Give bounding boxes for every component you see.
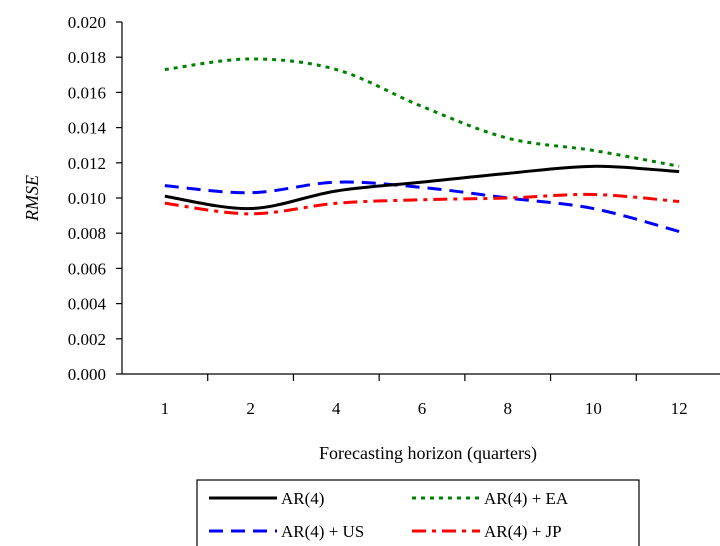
x-tick-label: 12 — [671, 399, 688, 418]
series-line-3 — [164, 180, 680, 233]
y-tick-label: 0.014 — [68, 119, 107, 138]
x-tick-label: 6 — [418, 399, 427, 418]
legend-box — [196, 479, 640, 546]
y-tick-label: 0.020 — [68, 13, 106, 32]
y-tick-label: 0.002 — [68, 330, 106, 349]
legend-label: AR(4) + US — [281, 522, 364, 541]
y-tick-label: 0.012 — [68, 154, 106, 173]
y-axis-title: RMSE — [22, 175, 42, 222]
axes — [116, 21, 720, 381]
x-tick-label: 8 — [503, 399, 512, 418]
y-tick-label: 0.006 — [68, 259, 106, 278]
x-tick-labels: 1 2 4 6 8 10 12 — [161, 399, 688, 418]
x-tick-label: 1 — [161, 399, 170, 418]
x-tick-label: 10 — [585, 399, 602, 418]
y-tick-label: 0.018 — [68, 48, 106, 67]
x-axis-title: Forecasting horizon (quarters) — [319, 443, 537, 464]
y-tick-label: 0.000 — [68, 365, 106, 384]
legend: AR(4) AR(4) + EA AR(4) + US AR(4) + JP — [196, 479, 640, 546]
legend-label: AR(4) — [281, 489, 324, 508]
y-tick-label: 0.016 — [68, 83, 106, 102]
y-tick-label: 0.008 — [68, 224, 106, 243]
legend-label: AR(4) + JP — [484, 522, 562, 541]
x-tick-label: 4 — [332, 399, 341, 418]
y-tick-label: 0.010 — [68, 189, 106, 208]
legend-label: AR(4) + EA — [484, 489, 569, 508]
y-tick-label: 0.004 — [68, 295, 107, 314]
x-tick-label: 2 — [246, 399, 255, 418]
series-lines — [164, 57, 680, 233]
series-line-1 — [164, 164, 680, 211]
series-line-4 — [164, 192, 680, 216]
series-line-2 — [164, 57, 680, 168]
y-tick-labels: 0.000 0.002 0.004 0.006 0.008 0.010 0.012 0.014… — [68, 13, 107, 384]
